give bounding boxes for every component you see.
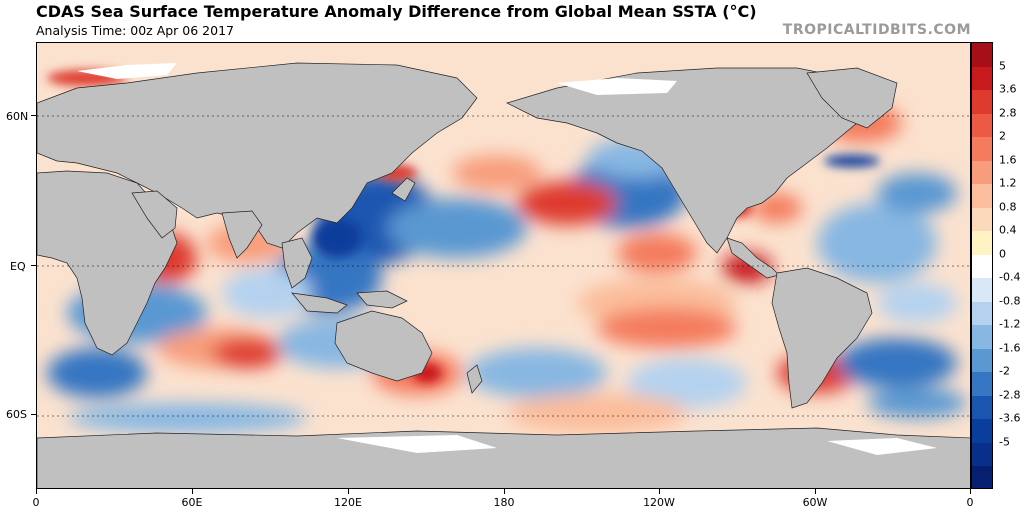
colorbar-label: -0.4: [999, 270, 1021, 284]
colorbar-segment: [972, 301, 992, 326]
colorbar-segment: [972, 160, 992, 185]
colorbar-label: -1.6: [999, 341, 1021, 355]
colorbar-segment: [972, 207, 992, 232]
lon-tick: [348, 489, 349, 494]
colorbar-label: 0.4: [999, 223, 1017, 237]
colorbar-label: 2: [999, 129, 1006, 143]
sea-ice: [77, 63, 937, 455]
colorbar-segment: [972, 231, 992, 256]
colorbar-label: 0: [999, 247, 1006, 261]
colorbar-segment: [972, 43, 992, 68]
lon-tick: [659, 489, 660, 494]
lon-label-180: 180: [493, 496, 515, 509]
colorbar-label: 5: [999, 59, 1006, 73]
colorbar-segment: [972, 278, 992, 303]
lon-label-120e: 120E: [334, 496, 362, 509]
colorbar-segment: [972, 90, 992, 115]
colorbar-label: -5: [999, 435, 1010, 449]
lon-tick: [815, 489, 816, 494]
colorbar-segment: [972, 113, 992, 138]
lon-tick: [504, 489, 505, 494]
colorbar-label: -0.8: [999, 294, 1021, 308]
lon-tick: [36, 489, 37, 494]
colorbar-segment: [972, 348, 992, 373]
colorbar-segment: [972, 137, 992, 162]
colorbar: [971, 42, 993, 489]
colorbar-segment: [972, 395, 992, 420]
lat-tick: [31, 265, 36, 266]
lon-label-60e: 60E: [181, 496, 203, 509]
lat-tick: [31, 414, 36, 415]
lon-label-120w: 120W: [643, 496, 675, 509]
lon-label-0-east: 0: [966, 496, 974, 509]
lon-tick: [192, 489, 193, 494]
colorbar-segment: [972, 442, 992, 467]
colorbar-label: -2.8: [999, 388, 1021, 402]
colorbar-label: 1.6: [999, 153, 1017, 167]
analysis-time: Analysis Time: 00z Apr 06 2017: [36, 23, 234, 38]
colorbar-label: 3.6: [999, 82, 1017, 96]
colorbar-segment: [972, 325, 992, 350]
colorbar-segment: [972, 254, 992, 279]
map-canvas: [37, 43, 970, 488]
colorbar-segment: [972, 372, 992, 397]
graticule: [37, 115, 970, 417]
land: [37, 62, 970, 488]
colorbar-segment: [972, 184, 992, 209]
lat-label-60n: 60N: [6, 110, 29, 123]
lon-label-0-west: 0: [32, 496, 40, 509]
brand-watermark: TROPICALTIDBITS.COM: [782, 22, 971, 38]
sst-anomaly-map[interactable]: [36, 42, 971, 489]
colorbar-label: -1.2: [999, 317, 1021, 331]
lat-label-60s: 60S: [6, 408, 27, 421]
colorbar-segment: [972, 419, 992, 444]
colorbar-segment: [972, 466, 992, 488]
colorbar-label: 1.2: [999, 176, 1017, 190]
colorbar-label: -2: [999, 364, 1010, 378]
lon-label-60w: 60W: [802, 496, 828, 509]
colorbar-label: 0.8: [999, 200, 1017, 214]
lon-tick: [970, 489, 971, 494]
colorbar-label: 2.8: [999, 106, 1017, 120]
colorbar-segment: [972, 66, 992, 91]
colorbar-label: -3.6: [999, 411, 1021, 425]
lat-label-eq: EQ: [10, 260, 26, 273]
chart-title: CDAS Sea Surface Temperature Anomaly Dif…: [36, 2, 757, 21]
lat-tick: [31, 115, 36, 116]
